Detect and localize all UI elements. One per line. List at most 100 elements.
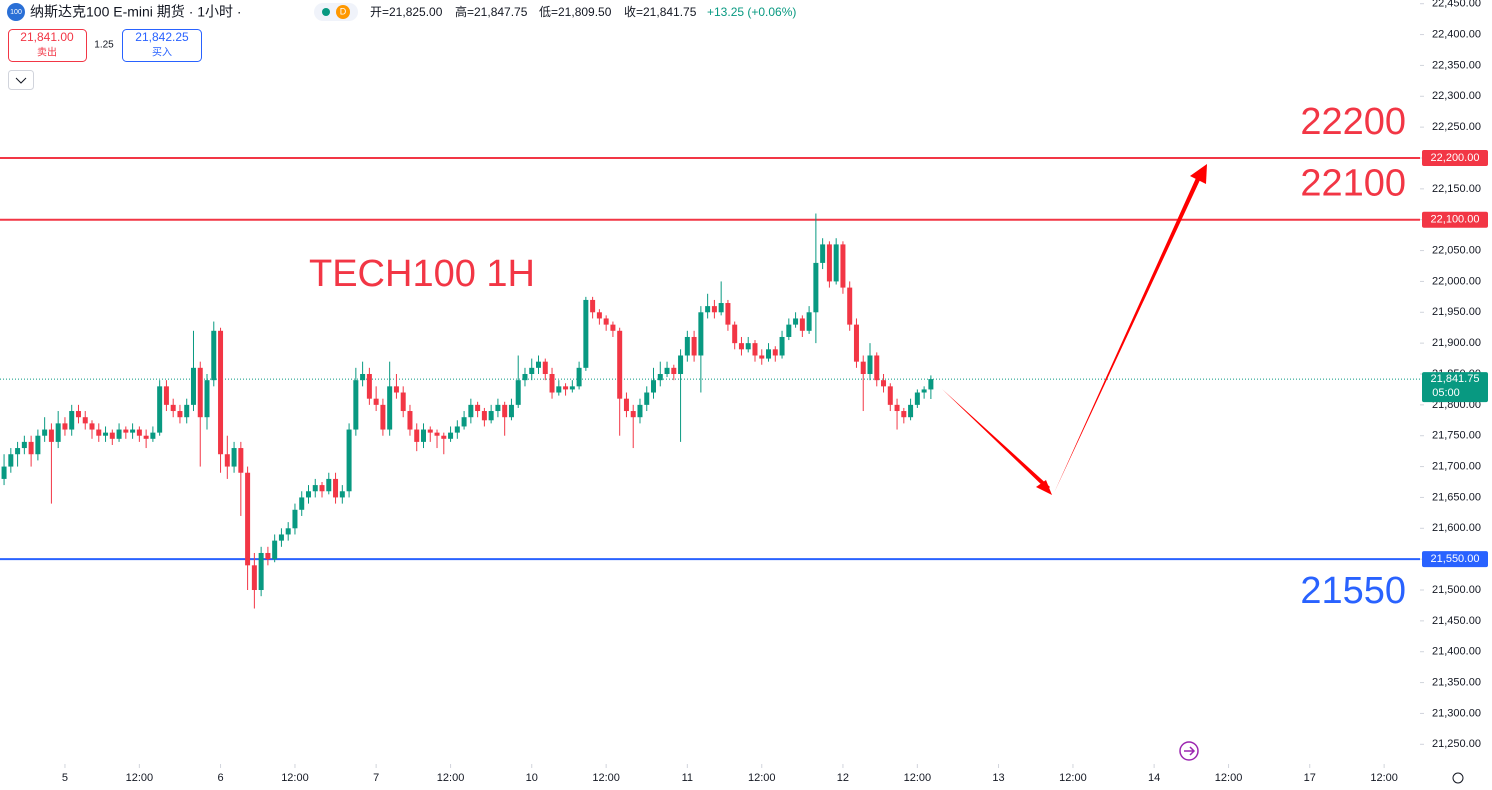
y-tick-label: 21,700.00 — [1432, 460, 1481, 472]
candle-body — [42, 429, 48, 436]
candle-body — [678, 355, 684, 374]
sell-price: 21,841.00 — [20, 30, 74, 44]
candle-body — [698, 312, 704, 356]
x-tick-label: 12:00 — [1370, 772, 1398, 784]
interval-badge-bg — [336, 5, 350, 19]
candle-body — [35, 435, 41, 455]
candle-body — [596, 312, 602, 319]
candle-body — [563, 386, 569, 390]
candle-body — [366, 374, 372, 399]
x-tick-label: 13 — [992, 772, 1004, 784]
candle-body — [299, 497, 305, 510]
x-tick-label: 12:00 — [592, 772, 620, 784]
candle-body — [617, 330, 623, 399]
candle-body — [170, 404, 176, 412]
candle-body — [75, 411, 81, 418]
candle-body — [779, 336, 785, 356]
candle-body — [847, 287, 853, 325]
ohlc-open: 开=21,825.00 — [370, 5, 443, 19]
candle-body — [319, 485, 325, 492]
candle-body — [461, 417, 467, 427]
candle-body — [853, 324, 859, 362]
spread: 1.25 — [94, 40, 114, 51]
x-tick-label: 7 — [373, 772, 379, 784]
y-tick-label: 21,350.00 — [1432, 676, 1481, 688]
candle-body — [292, 509, 298, 529]
candle-body — [691, 336, 697, 356]
candle-body — [123, 429, 129, 433]
candle-body — [163, 386, 169, 405]
candle-body — [103, 432, 109, 436]
sell-label: 卖出 — [37, 46, 57, 59]
last-price-tag — [1422, 372, 1488, 403]
level-tag-label: 21,550.00 — [1431, 553, 1480, 565]
candle-body — [278, 534, 284, 541]
y-tick-label: 22,050.00 — [1432, 244, 1481, 256]
candle-body — [96, 429, 102, 436]
candle-body — [89, 423, 95, 430]
symbol-badge: 100 — [10, 9, 22, 16]
candle-body — [651, 380, 657, 393]
x-tick-label: 12 — [837, 772, 849, 784]
candle-body — [190, 367, 196, 405]
x-tick-label: 5 — [62, 772, 68, 784]
x-tick-label: 11 — [682, 772, 693, 784]
candle-body — [1, 466, 7, 479]
sell-button[interactable] — [8, 29, 87, 62]
level-tag-label: 22,200.00 — [1431, 152, 1480, 164]
candle-body — [725, 303, 731, 325]
candle-body — [238, 448, 244, 473]
candle-body — [475, 404, 481, 412]
candle-body — [874, 355, 880, 381]
candle-body — [813, 262, 819, 313]
y-tick-label: 22,250.00 — [1432, 121, 1481, 133]
candle-body — [62, 423, 68, 430]
candle-body — [333, 478, 339, 498]
candle-body — [867, 355, 873, 374]
y-tick-label: 21,950.00 — [1432, 306, 1481, 318]
candle-body — [705, 306, 711, 313]
x-tick-label: 12:00 — [904, 772, 932, 784]
candle-body — [664, 367, 670, 374]
candle-body — [711, 306, 717, 313]
candle-body — [143, 435, 149, 439]
candle-body — [380, 404, 386, 430]
status-dot — [322, 8, 330, 16]
candle-body — [610, 324, 616, 331]
buy-button[interactable] — [122, 29, 202, 62]
candle-body — [502, 404, 508, 418]
candle-body — [759, 355, 765, 359]
go-to-realtime[interactable] — [1179, 741, 1199, 761]
level-tag — [1422, 551, 1488, 568]
chart-annotation: TECH100 1H — [309, 253, 535, 295]
candle-body — [806, 312, 812, 331]
y-tick-label: 22,400.00 — [1432, 28, 1481, 40]
candle-body — [718, 303, 724, 313]
candle-body — [434, 432, 440, 436]
candle-body — [826, 244, 832, 282]
candle-body — [312, 485, 318, 492]
candle-body — [590, 299, 596, 313]
candle-body — [258, 552, 264, 591]
candle-body — [786, 324, 792, 337]
y-tick-label: 22,150.00 — [1432, 183, 1481, 195]
candle-body — [495, 404, 501, 412]
candle-body — [508, 404, 514, 418]
settings-button[interactable] — [1452, 772, 1464, 784]
y-tick-label: 21,600.00 — [1432, 522, 1481, 534]
candle-body — [184, 404, 190, 418]
candle-body — [738, 343, 744, 350]
x-tick-label: 17 — [1304, 772, 1316, 784]
collapse-button[interactable] — [8, 70, 34, 90]
candle-body — [569, 386, 575, 390]
candle-body — [529, 367, 535, 374]
y-tick-label: 21,300.00 — [1432, 707, 1481, 719]
candle-body — [921, 389, 927, 393]
plot-layer — [0, 3, 1424, 768]
candle-body — [130, 429, 136, 433]
countdown-label: 05:00 — [1432, 387, 1460, 399]
candle-body — [752, 343, 758, 356]
candle-body — [536, 361, 542, 368]
